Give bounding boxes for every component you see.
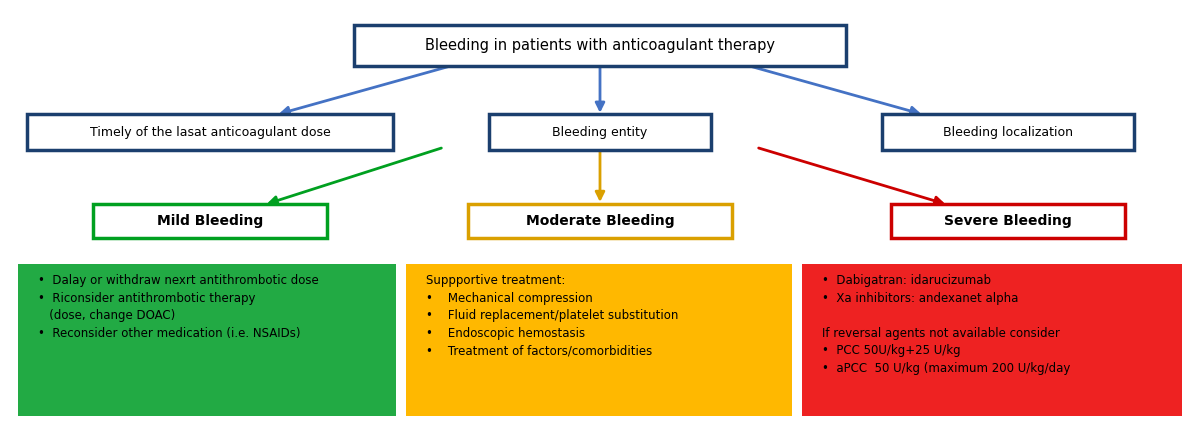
FancyBboxPatch shape — [468, 204, 732, 238]
FancyBboxPatch shape — [490, 114, 710, 151]
Text: Suppportive treatment:
•    Mechanical compression
•    Fluid replacement/platel: Suppportive treatment: • Mechanical comp… — [426, 274, 678, 357]
Text: Bleeding entity: Bleeding entity — [552, 126, 648, 139]
Text: Severe Bleeding: Severe Bleeding — [944, 214, 1072, 228]
FancyBboxPatch shape — [18, 264, 396, 416]
FancyBboxPatch shape — [802, 264, 1182, 416]
FancyBboxPatch shape — [354, 25, 846, 66]
FancyBboxPatch shape — [890, 204, 1126, 238]
FancyBboxPatch shape — [882, 114, 1134, 151]
Text: Timely of the lasat anticoagulant dose: Timely of the lasat anticoagulant dose — [90, 126, 330, 139]
Text: Bleeding localization: Bleeding localization — [943, 126, 1073, 139]
Text: •  Dalay or withdraw nexrt antithrombotic dose
•  Riconsider antithrombotic ther: • Dalay or withdraw nexrt antithrombotic… — [38, 274, 319, 339]
FancyBboxPatch shape — [26, 114, 394, 151]
Text: Bleeding in patients with anticoagulant therapy: Bleeding in patients with anticoagulant … — [425, 38, 775, 53]
Text: Mild Bleeding: Mild Bleeding — [157, 214, 263, 228]
Text: Moderate Bleeding: Moderate Bleeding — [526, 214, 674, 228]
FancyBboxPatch shape — [406, 264, 792, 416]
Text: •  Dabigatran: idarucizumab
•  Xa inhibitors: andexanet alpha

If reversal agent: • Dabigatran: idarucizumab • Xa inhibito… — [822, 274, 1070, 375]
FancyBboxPatch shape — [94, 204, 326, 238]
